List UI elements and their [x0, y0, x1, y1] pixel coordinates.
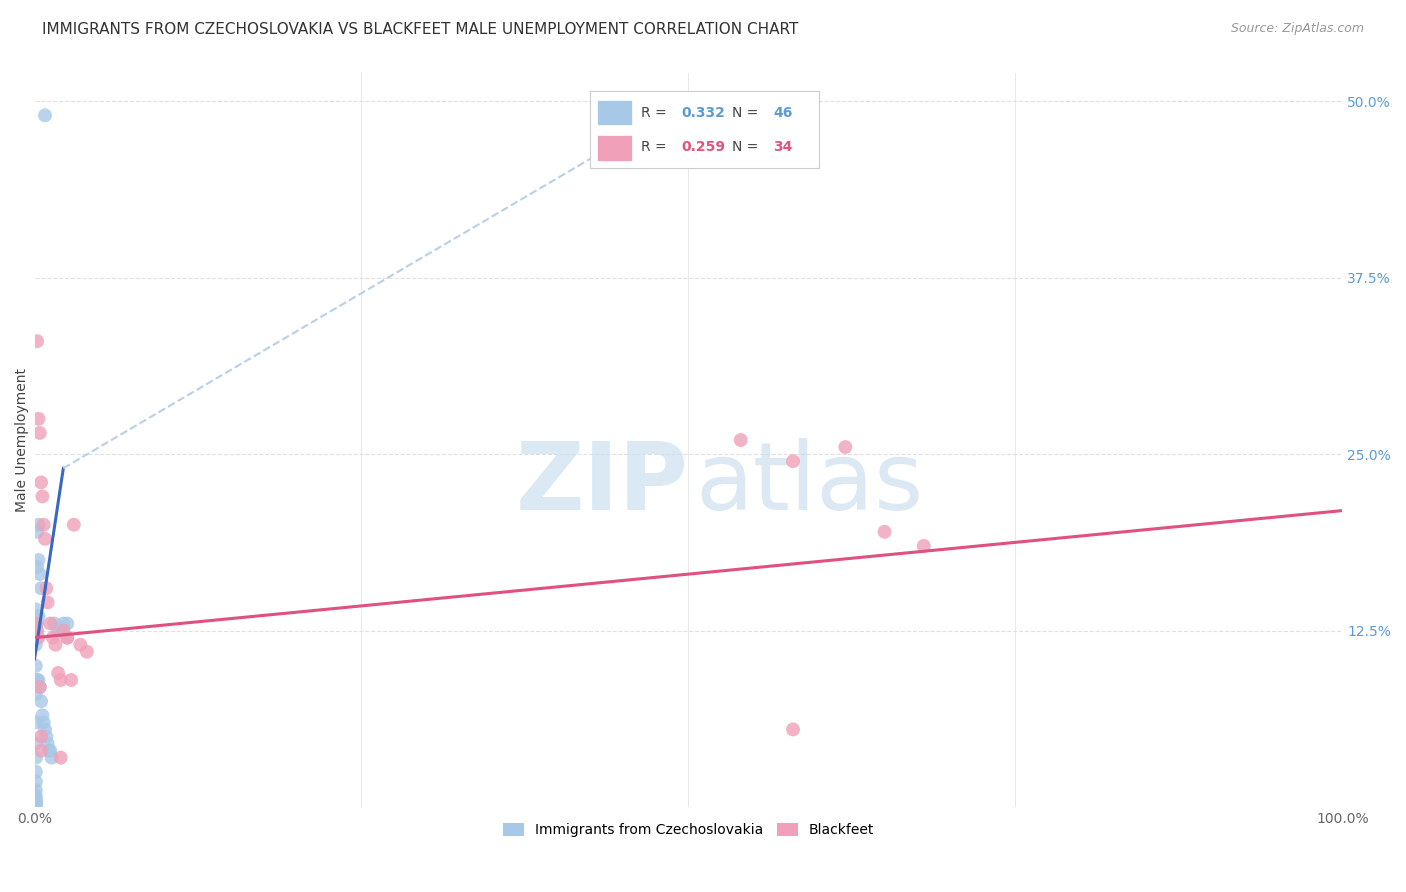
Point: [60, 673, 83, 687]
Point: [34, 723, 56, 737]
Point: [31, 708, 53, 723]
Point: [782, 454, 804, 468]
Point: [28, 680, 51, 694]
Point: [25, 616, 48, 631]
Point: [25, 783, 48, 797]
Point: [25, 602, 48, 616]
Point: [27, 631, 49, 645]
Point: [52, 616, 75, 631]
Point: [25, 798, 48, 813]
Point: [25, 659, 48, 673]
Point: [41, 750, 63, 764]
Point: [30, 730, 52, 744]
Point: [30, 581, 52, 595]
Point: [49, 624, 72, 638]
Point: [912, 539, 935, 553]
Point: [35, 581, 58, 595]
Point: [25, 334, 48, 349]
Point: [27, 609, 49, 624]
Point: [25, 796, 48, 810]
Point: [44, 616, 66, 631]
Point: [27, 412, 49, 426]
Point: [31, 490, 53, 504]
Point: [25, 750, 48, 764]
Point: [35, 730, 58, 744]
Text: atlas: atlas: [695, 438, 924, 530]
Point: [25, 616, 48, 631]
Point: [30, 475, 52, 490]
Point: [30, 743, 52, 757]
Point: [42, 631, 65, 645]
Point: [25, 616, 48, 631]
Point: [25, 624, 48, 638]
Legend: Immigrants from Czechoslovakia, Blackfeet: Immigrants from Czechoslovakia, Blackfee…: [496, 816, 882, 844]
Point: [25, 624, 48, 638]
Point: [34, 108, 56, 122]
Point: [25, 673, 48, 687]
Text: ZIP: ZIP: [516, 438, 689, 530]
Point: [834, 440, 856, 454]
Point: [25, 687, 48, 701]
Point: [39, 743, 62, 757]
Point: [25, 791, 48, 805]
Point: [25, 638, 48, 652]
Point: [25, 797, 48, 812]
Point: [46, 665, 69, 680]
Point: [62, 517, 84, 532]
Point: [25, 764, 48, 779]
Point: [25, 560, 48, 574]
Point: [37, 737, 59, 751]
Point: [69, 638, 91, 652]
Point: [25, 631, 48, 645]
Point: [25, 524, 48, 539]
Point: [38, 743, 60, 757]
Point: [52, 624, 75, 638]
Text: IMMIGRANTS FROM CZECHOSLOVAKIA VS BLACKFEET MALE UNEMPLOYMENT CORRELATION CHART: IMMIGRANTS FROM CZECHOSLOVAKIA VS BLACKF…: [42, 22, 799, 37]
Point: [30, 694, 52, 708]
Point: [782, 723, 804, 737]
Point: [34, 532, 56, 546]
Point: [27, 673, 49, 687]
Point: [25, 715, 48, 730]
Point: [44, 638, 66, 652]
Point: [49, 673, 72, 687]
Point: [49, 750, 72, 764]
Point: [37, 595, 59, 609]
Point: [28, 425, 51, 440]
Point: [25, 794, 48, 808]
Point: [25, 737, 48, 751]
Point: [25, 789, 48, 803]
Point: [27, 517, 49, 532]
Point: [76, 645, 98, 659]
Point: [46, 624, 69, 638]
Point: [25, 673, 48, 687]
Point: [56, 631, 79, 645]
Point: [56, 631, 79, 645]
Text: Source: ZipAtlas.com: Source: ZipAtlas.com: [1230, 22, 1364, 36]
Point: [32, 517, 55, 532]
Point: [32, 715, 55, 730]
Point: [56, 616, 79, 631]
Point: [25, 774, 48, 789]
Point: [39, 616, 62, 631]
Point: [28, 680, 51, 694]
Y-axis label: Male Unemployment: Male Unemployment: [15, 368, 30, 512]
Point: [730, 433, 752, 447]
Point: [28, 567, 51, 582]
Point: [27, 553, 49, 567]
Point: [873, 524, 896, 539]
